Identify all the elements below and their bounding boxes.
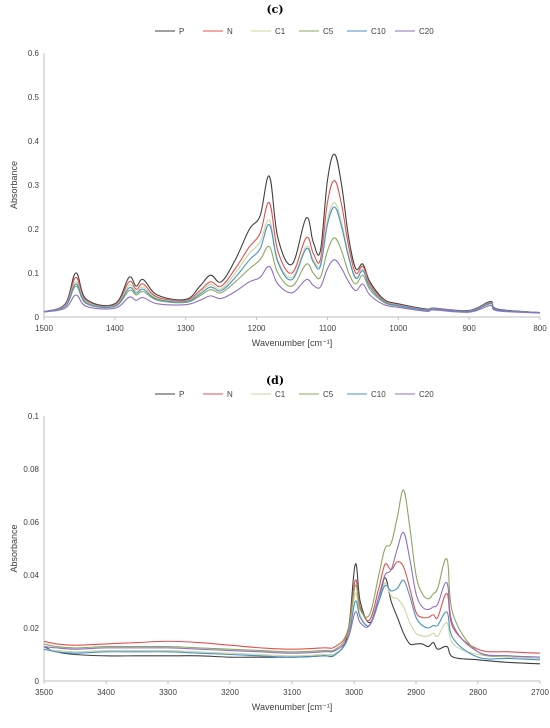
x-axis-title: Wavenumber [cm⁻¹] <box>252 702 332 712</box>
chart-panel-c: (c) P N C1 C5 C10 C20 1500 1400 1300 1200 1100 1000 9… <box>9 3 547 348</box>
legend-label-c1: C1 <box>275 27 286 36</box>
y-tick-label: 0 <box>35 313 40 322</box>
legend-label-c5: C5 <box>323 390 334 399</box>
y-tick-label: 0.1 <box>28 412 40 421</box>
legend-label-c20: C20 <box>419 27 434 36</box>
y-tick-label: 0.4 <box>28 137 40 146</box>
y-tick-label: 0.1 <box>28 269 40 278</box>
y-tick-label: 0.06 <box>23 518 39 527</box>
panel-label: (c) <box>266 3 283 16</box>
y-axis-title: Absorbance <box>9 161 19 209</box>
series-line-c10 <box>43 206 541 314</box>
legend-label-c10: C10 <box>371 390 386 399</box>
x-tick-label: 1200 <box>248 324 266 333</box>
series-line-n <box>43 561 541 654</box>
x-tick-label: 3100 <box>283 688 301 697</box>
x-tick-label: 900 <box>462 324 476 333</box>
series-line-c1 <box>43 582 541 660</box>
x-tick-label: 3400 <box>97 688 115 697</box>
y-tick-label: 0.08 <box>23 465 39 474</box>
legend-label-c10: C10 <box>371 27 386 36</box>
legend: P N C1 C5 C10 C20 <box>155 27 434 36</box>
x-tick-label: 1300 <box>177 324 195 333</box>
x-tick-label: 800 <box>533 324 547 333</box>
y-tick-label: 0 <box>35 677 40 686</box>
x-tick-label: 2900 <box>407 688 425 697</box>
y-tick-label: 0.04 <box>23 571 39 580</box>
y-tick-label: 0.2 <box>28 225 40 234</box>
x-tick-label: 3500 <box>35 688 53 697</box>
series-line-c5 <box>43 489 541 658</box>
series-line-c1 <box>43 202 541 314</box>
x-tick-label: 1100 <box>319 324 337 333</box>
panel-label: (d) <box>266 374 284 387</box>
series-line-p <box>43 153 541 314</box>
x-tick-label: 3200 <box>221 688 239 697</box>
x-tick-label: 2700 <box>531 688 549 697</box>
legend-label-p: P <box>179 27 184 36</box>
legend-label-c5: C5 <box>323 27 334 36</box>
x-tick-label: 1500 <box>35 324 53 333</box>
y-axis-title: Absorbance <box>9 524 19 572</box>
x-tick-label: 2800 <box>469 688 487 697</box>
x-tick-label: 3000 <box>345 688 363 697</box>
legend-label-c20: C20 <box>419 390 434 399</box>
legend: P N C1 C5 C10 C20 <box>155 390 434 399</box>
x-tick-label: 3300 <box>159 688 177 697</box>
series-line-c20 <box>43 531 541 658</box>
series-line-c20 <box>43 259 541 314</box>
legend-label-n: N <box>227 27 233 36</box>
y-tick-label: 0.5 <box>28 93 40 102</box>
series-line-c10 <box>43 579 541 661</box>
legend-label-p: P <box>179 390 184 399</box>
legend-label-n: N <box>227 390 233 399</box>
y-tick-label: 0.6 <box>28 49 40 58</box>
legend-label-c1: C1 <box>275 390 286 399</box>
x-tick-label: 1400 <box>106 324 124 333</box>
chart-panel-d: (d) P N C1 C5 C10 C20 3500 3400 3300 3200 3100 3000 2… <box>9 374 549 712</box>
y-tick-label: 0.3 <box>28 181 40 190</box>
x-tick-label: 1000 <box>389 324 407 333</box>
y-tick-label: 0.02 <box>23 624 39 633</box>
x-axis-title: Wavenumber [cm⁻¹] <box>252 338 332 348</box>
